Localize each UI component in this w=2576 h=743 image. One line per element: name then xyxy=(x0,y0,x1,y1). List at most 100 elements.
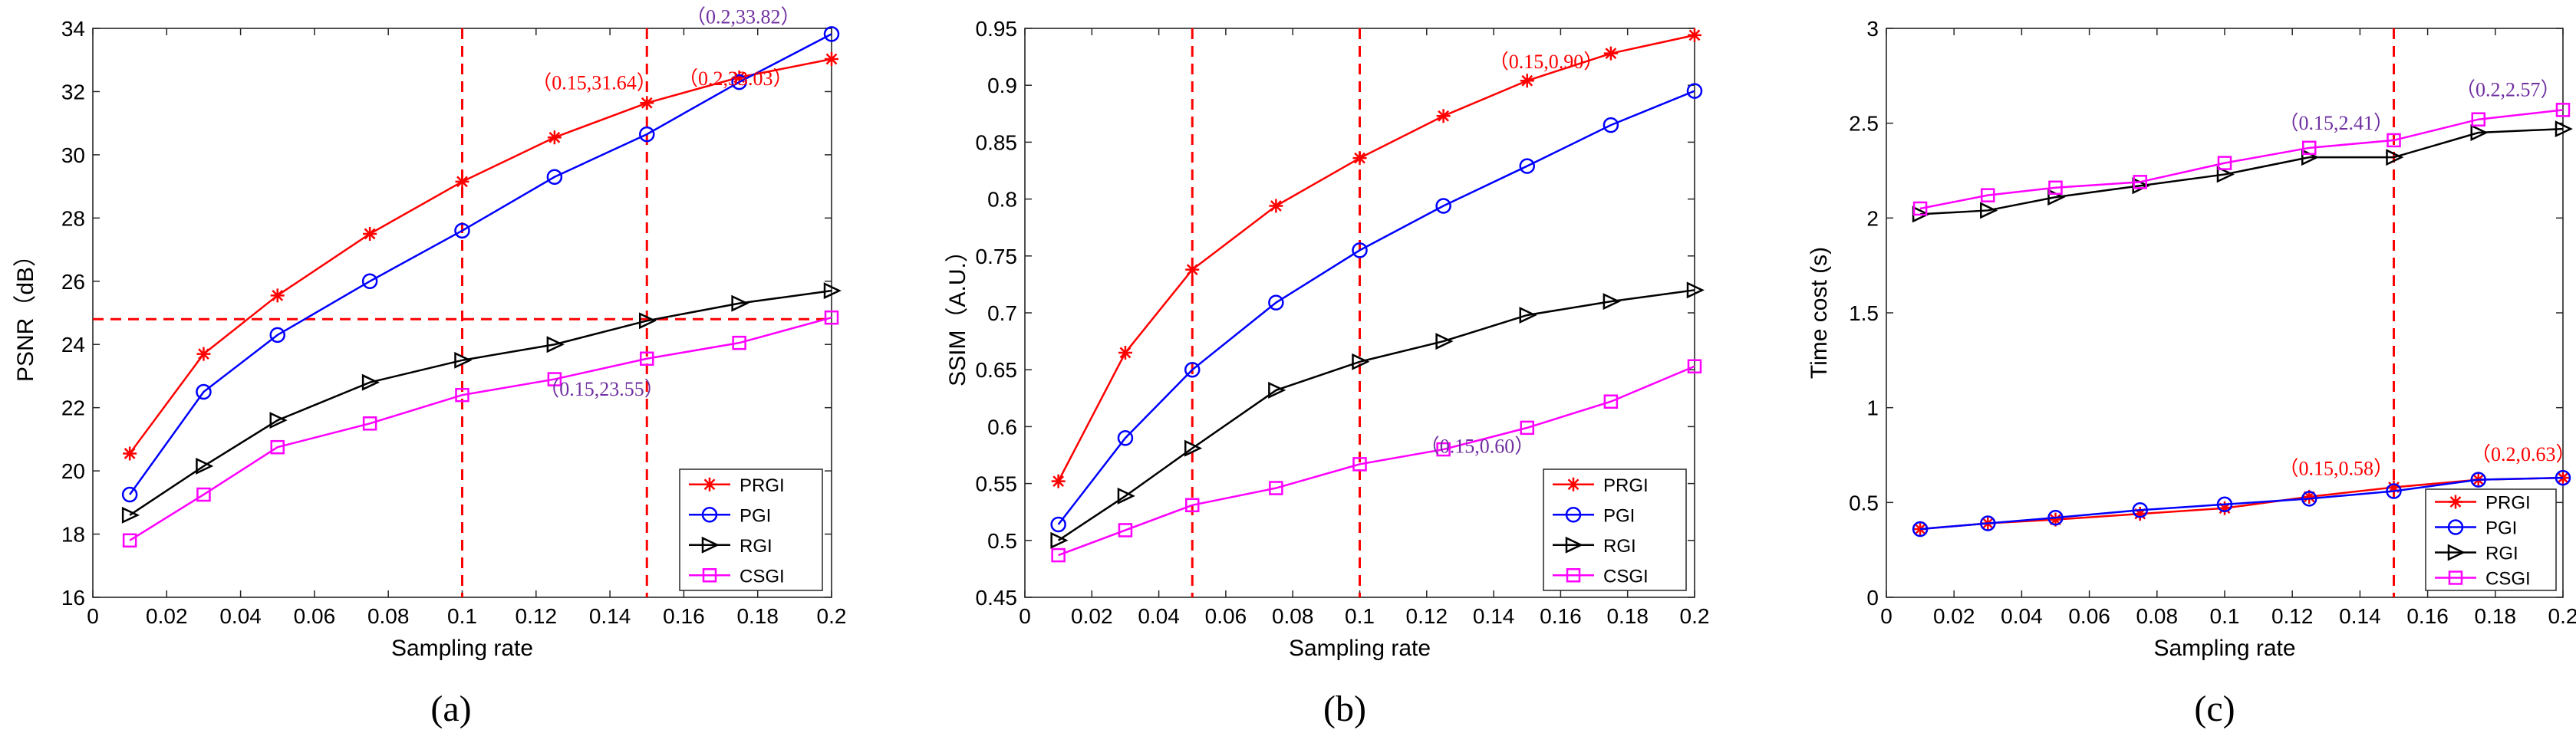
data-point-pgi xyxy=(196,383,212,400)
x-tick-label: 0 xyxy=(87,604,99,628)
legend-marker-rgi xyxy=(1565,536,1583,554)
y-tick-label: 0.45 xyxy=(976,586,1018,610)
data-point-csgi xyxy=(640,351,654,367)
data-point-csgi xyxy=(1436,442,1451,457)
x-tick-label: 0.1 xyxy=(1345,604,1375,628)
legend-label-prgi: PRGI xyxy=(1603,475,1649,496)
x-tick-label: 0.08 xyxy=(2136,604,2179,628)
y-tick-label: 20 xyxy=(61,459,85,483)
data-point-csgi xyxy=(1269,481,1283,495)
data-point-rgi xyxy=(1435,333,1454,350)
annotation-label: （0.15,0.60） xyxy=(1420,435,1535,457)
y-tick-label: 24 xyxy=(61,333,85,357)
data-point-pgi xyxy=(1603,117,1619,133)
data-point-rgi xyxy=(639,312,657,330)
data-point-pgi xyxy=(2047,509,2064,526)
x-tick-label: 0.18 xyxy=(1606,604,1649,628)
legend-label-rgi: RGI xyxy=(1603,536,1636,557)
data-point-csgi xyxy=(2387,133,2401,148)
data-point-pgi xyxy=(1268,294,1284,311)
y-tick-label: 34 xyxy=(61,17,85,41)
data-point-prgi xyxy=(2302,489,2317,504)
data-point-csgi xyxy=(1051,547,1066,563)
y-tick-label: 0.6 xyxy=(987,415,1017,439)
data-point-csgi xyxy=(547,372,562,386)
data-point-prgi xyxy=(732,70,746,84)
y-axis-label: Time cost (s) xyxy=(1807,247,1832,379)
y-tick-label: 0.8 xyxy=(987,188,1017,212)
series-line-pgi xyxy=(1057,90,1695,525)
legend-marker-pgi xyxy=(1565,507,1582,523)
x-tick-label: 0.14 xyxy=(2339,604,2381,628)
data-point-rgi xyxy=(1686,281,1705,299)
data-point-prgi xyxy=(455,174,469,189)
series-line-pgi xyxy=(129,33,832,495)
data-point-rgi xyxy=(2386,149,2404,166)
data-point-pgi xyxy=(731,74,747,90)
data-point-csgi xyxy=(2133,175,2147,189)
series-line-csgi xyxy=(1919,109,2564,210)
data-point-pgi xyxy=(2555,469,2571,486)
data-point-rgi xyxy=(196,457,214,475)
data-point-csgi xyxy=(2471,112,2485,127)
panel-label-a: (a) xyxy=(430,689,471,729)
legend-marker-rgi xyxy=(701,536,720,554)
y-tick-label: 1 xyxy=(1866,396,1879,420)
data-point-pgi xyxy=(1686,83,1703,99)
series-line-csgi xyxy=(129,316,832,541)
x-tick-label: 0.2 xyxy=(1680,604,1710,628)
data-point-csgi xyxy=(824,310,839,325)
annotation-label: （0.2,33.03） xyxy=(678,67,793,90)
y-tick-label: 0.75 xyxy=(976,245,1018,268)
data-point-rgi xyxy=(2470,124,2489,142)
y-tick-label: 0.7 xyxy=(987,301,1017,325)
legend: PRGI PGI RGI CSGI xyxy=(1543,468,1687,591)
data-point-rgi xyxy=(269,412,288,429)
series-line-rgi xyxy=(1920,127,2564,215)
data-point-csgi xyxy=(455,387,469,403)
x-tick-label: 0.06 xyxy=(2068,604,2110,628)
data-point-csgi xyxy=(732,335,746,350)
data-point-pgi xyxy=(1912,521,1929,538)
data-point-pgi xyxy=(2386,483,2402,499)
x-tick-label: 0.04 xyxy=(219,604,262,628)
data-point-prgi xyxy=(547,130,562,145)
legend-label-rgi: RGI xyxy=(740,536,772,557)
legend-marker-csgi xyxy=(702,568,717,583)
series-line-rgi xyxy=(129,289,832,516)
legend-marker-prgi xyxy=(2449,495,2462,509)
data-point-rgi xyxy=(1050,531,1069,549)
data-point-prgi xyxy=(1269,199,1283,213)
x-tick-label: 0.06 xyxy=(294,604,336,628)
data-point-prgi xyxy=(196,347,211,361)
y-tick-label: 0.85 xyxy=(976,130,1018,154)
data-point-pgi xyxy=(1352,242,1368,258)
data-point-pgi xyxy=(269,327,285,344)
chart-psnr: 0 0.02 0.04 0.06 0.08 0.1 0.12 0.14 0.16 0.18 0.2 1… xyxy=(13,5,846,661)
y-tick-label: 30 xyxy=(61,143,85,167)
annotation-label: （0.2,0.63） xyxy=(2471,443,2576,465)
data-point-pgi xyxy=(546,169,563,185)
y-tick-label: 0.5 xyxy=(1849,491,1879,515)
data-point-prgi xyxy=(2133,507,2147,521)
data-point-csgi xyxy=(270,439,285,455)
data-point-pgi xyxy=(1435,198,1451,214)
data-point-prgi xyxy=(270,288,285,303)
data-point-prgi xyxy=(1688,28,1701,42)
data-point-pgi xyxy=(361,273,378,290)
legend-marker-prgi xyxy=(1566,477,1580,491)
data-point-csgi xyxy=(196,487,211,502)
data-point-rgi xyxy=(2555,120,2573,138)
legend-marker-pgi xyxy=(701,507,718,523)
x-tick-label: 0.02 xyxy=(1071,604,1113,628)
data-point-pgi xyxy=(2132,501,2148,518)
y-axis-label: SSIM（A.U.） xyxy=(945,239,970,386)
data-point-pgi xyxy=(823,26,840,42)
data-point-pgi xyxy=(2301,491,2317,507)
annotation-label: （0.2,33.82） xyxy=(686,5,801,28)
data-point-csgi xyxy=(1687,359,1702,373)
x-tick-label: 0 xyxy=(1019,604,1031,628)
legend-label-pgi: PGI xyxy=(740,505,771,526)
y-tick-label: 32 xyxy=(61,80,85,104)
x-tick-label: 0.02 xyxy=(146,604,188,628)
